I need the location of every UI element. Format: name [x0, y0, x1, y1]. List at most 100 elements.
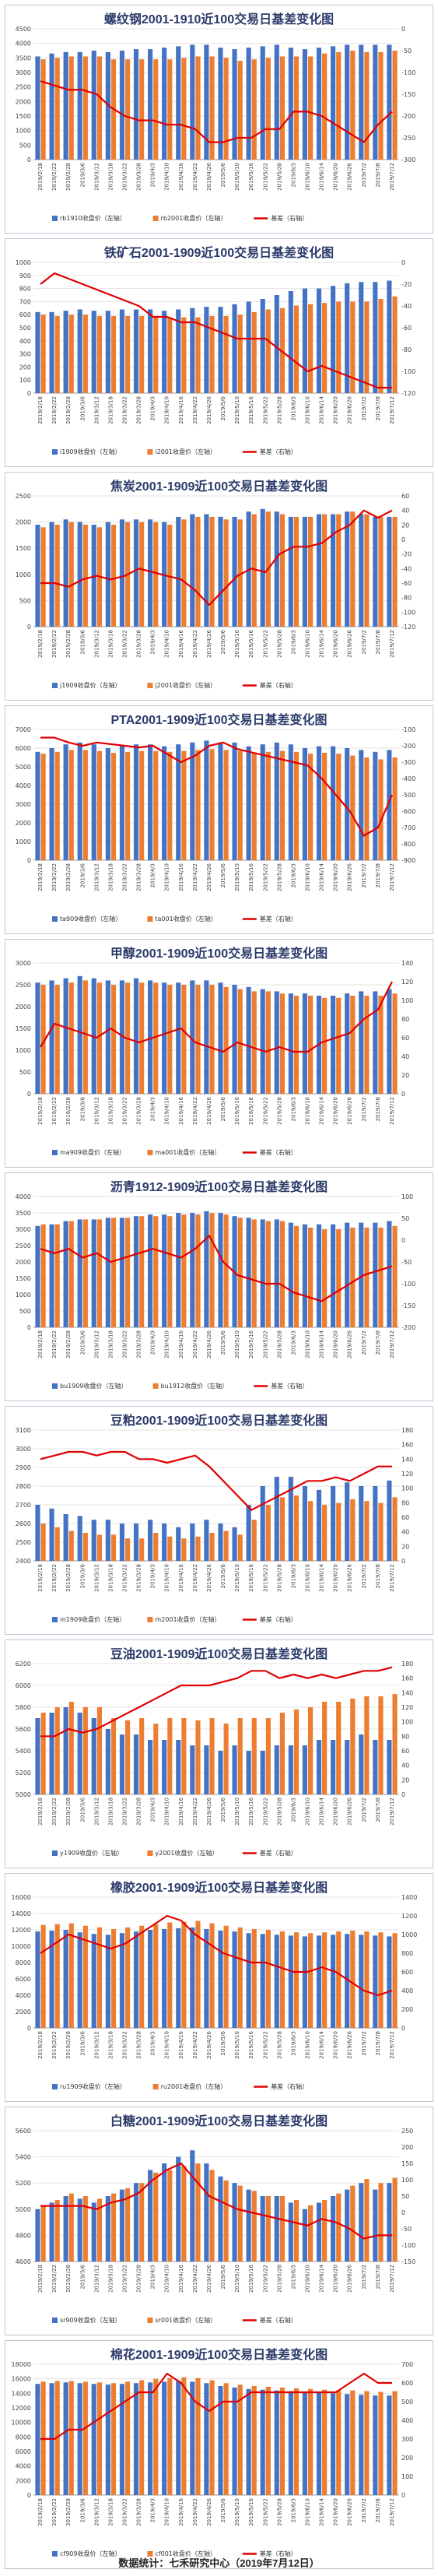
chart-title: 豆油2001-1909近100交易日基差变化图 [110, 1648, 328, 1661]
legend-swatch [52, 2084, 58, 2089]
bar-near [68, 1923, 74, 2028]
chart-panel: 焦炭2001-1909近100交易日基差变化图 0 500 1000 1500 2000 2… [5, 472, 433, 701]
bar-far [373, 1740, 378, 1794]
bar-near [96, 2198, 102, 2261]
bar-near [82, 1219, 88, 1327]
bar-near [153, 2172, 159, 2261]
bar-near [54, 1224, 60, 1327]
bar-far [148, 49, 153, 160]
bar-far [232, 1745, 237, 1794]
bar-far [331, 1740, 336, 1794]
bar-far [119, 2384, 124, 2495]
bar-near [110, 524, 117, 627]
x-tick-label: 2019/5/16 [248, 1563, 254, 1591]
x-tick-label: 2019/4/22 [192, 163, 198, 191]
x-tick-label: 2019/6/3 [290, 1330, 296, 1355]
bar-far [387, 1480, 392, 1561]
bar-near [251, 991, 257, 1094]
bar-far [246, 47, 251, 160]
x-tick-label: 2019/6/10 [305, 630, 311, 658]
bar-near [110, 985, 117, 1094]
bar-near [153, 750, 159, 860]
bar-near [293, 56, 300, 160]
legend-item: cf001收盘价（左轴） [147, 2550, 216, 2557]
bar-near [40, 2206, 46, 2261]
x-tick-label: 2019/5/22 [262, 863, 268, 891]
bar-near [322, 997, 328, 1094]
footer-source: 数据统计：七禾研究中心（2019年7月12日） [118, 2557, 320, 2569]
x-tick-label: 2019/6/3 [290, 396, 296, 420]
x-tick-label: 2019/7/12 [389, 1798, 395, 1826]
x-tick-label: 2019/7/8 [375, 396, 381, 420]
bar-near [110, 2193, 117, 2261]
bar-near [350, 301, 356, 393]
x-tick-label: 2019/7/12 [389, 163, 395, 191]
x-tick-label: 2019/3/22 [122, 1330, 128, 1358]
x-tick-label: 2019/3/12 [93, 1330, 100, 1358]
x-tick-label: 2019/4/10 [164, 2498, 170, 2526]
bar-near [195, 317, 201, 393]
bar-far [190, 1213, 195, 1327]
bar-near [251, 59, 257, 160]
y-left-tick-label: 1000 [16, 571, 31, 578]
x-tick-label: 2019/7/2 [361, 630, 367, 654]
bar-near [308, 1227, 314, 1327]
bar-far [105, 522, 110, 627]
bar-near [167, 1216, 173, 1327]
bar-far [77, 1219, 82, 1327]
x-tick-label: 2019/3/6 [79, 629, 86, 654]
y-right-tick-label: 500 [401, 2399, 413, 2406]
bar-near [251, 753, 257, 860]
x-tick-label: 2019/3/22 [122, 1097, 128, 1125]
x-tick-label: 2019/3/22 [122, 2498, 128, 2526]
y-right-tick-label: 250 [401, 2128, 413, 2135]
bar-near [350, 2185, 356, 2261]
x-tick-label: 2019/6/14 [319, 2264, 325, 2292]
x-tick-label: 2019/6/3 [290, 863, 296, 887]
bar-far [316, 746, 322, 860]
x-tick-label: 2019/7/2 [361, 396, 367, 420]
y-right-tick-label: 100 [401, 2473, 413, 2480]
bar-near [364, 996, 370, 1094]
bar-near [308, 1501, 314, 1561]
bar-far [162, 2381, 167, 2495]
x-tick-label: 2019/4/16 [178, 2264, 184, 2292]
x-tick-label: 2019/4/22 [192, 1798, 198, 1826]
bar-far [218, 1213, 223, 1327]
y-left-tick-label: 500 [19, 142, 31, 149]
y-right-tick-label: -100 [401, 69, 415, 76]
y-left-tick-label: 1000 [16, 1047, 31, 1054]
legend-label: ta001收盘价（左轴） [155, 915, 216, 923]
x-tick-label: 2019/5/28 [276, 630, 282, 658]
x-tick-label: 2019/5/6 [220, 2030, 226, 2055]
bar-near [195, 1921, 201, 2028]
x-tick-label: 2019/7/8 [375, 2031, 381, 2055]
bar-near [82, 1533, 88, 1561]
bar-near [167, 1718, 173, 1794]
x-tick-label: 2019/6/14 [319, 1330, 325, 1358]
bar-far [119, 1218, 124, 1327]
y-left-tick-label: 500 [19, 1069, 31, 1076]
bar-far [302, 1224, 307, 1327]
legend-swatch [52, 1150, 58, 1155]
x-tick-label: 2019/6/14 [319, 395, 325, 423]
bar-near [336, 1931, 342, 2028]
x-tick-label: 2019/6/10 [305, 396, 311, 424]
x-tick-label: 2019/6/26 [347, 162, 353, 190]
bar-far [162, 1740, 167, 1794]
x-tick-label: 2019/4/16 [178, 1563, 184, 1591]
bar-near [181, 985, 187, 1094]
x-tick-label: 2019/6/20 [333, 396, 339, 424]
bar-near [279, 993, 285, 1094]
bar-near [237, 750, 243, 860]
y-left-tick-label: 3100 [16, 1427, 31, 1434]
legend-label: 基差（右轴） [260, 1615, 297, 1623]
x-tick-label: 2019/4/3 [150, 630, 156, 654]
x-tick-label: 2019/4/10 [164, 163, 170, 191]
x-tick-label: 2019/3/12 [93, 630, 100, 658]
y-right-tick-label: 100 [401, 2177, 413, 2184]
chart-svg: 0 500 1000 1500 2000 2500 3000 3500 4000 4500 -300… [16, 26, 416, 222]
x-tick-label: 2019/6/10 [305, 163, 311, 191]
legend-label: 基差（右轴） [260, 681, 297, 689]
x-tick-label: 2019/3/18 [107, 2498, 114, 2526]
